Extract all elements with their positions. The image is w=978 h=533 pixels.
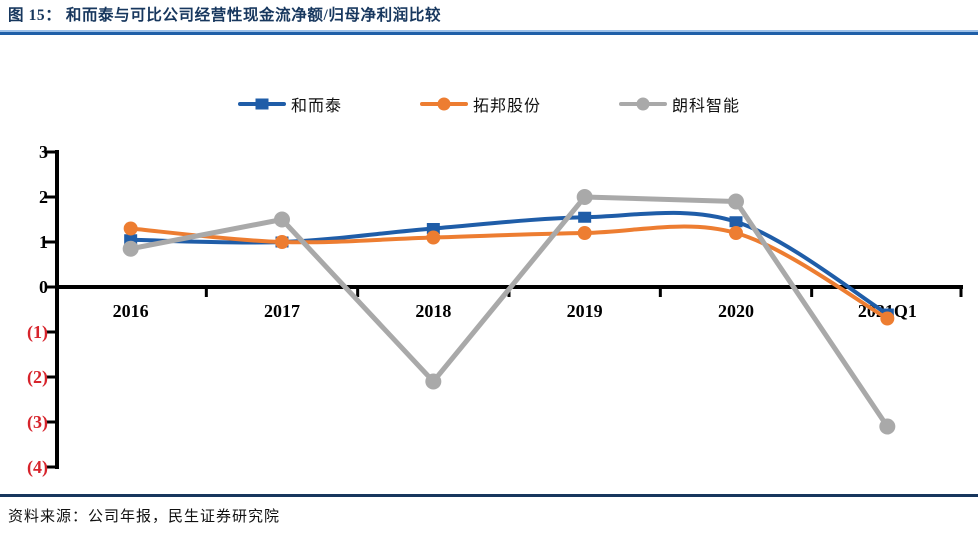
data-point-circle-marker bbox=[275, 235, 289, 249]
legend-item-2: 拓邦股份 bbox=[419, 92, 541, 116]
chart-legend: 和而泰 拓邦股份 朗科智能 bbox=[0, 92, 978, 116]
legend-square-marker-icon bbox=[255, 98, 269, 110]
data-point-circle-marker bbox=[122, 240, 139, 257]
legend-label: 和而泰 bbox=[290, 98, 342, 115]
source-divider bbox=[0, 494, 978, 497]
title-divider-light-line bbox=[0, 30, 978, 32]
data-point-circle-marker bbox=[728, 193, 744, 210]
y-axis-label: (1) bbox=[27, 322, 48, 343]
x-axis-label: 2019 bbox=[567, 301, 603, 321]
data-point-square-marker bbox=[124, 234, 138, 246]
source-note: 资料来源：公司年报，民生证券研究院 bbox=[8, 509, 281, 525]
data-point-circle-marker bbox=[426, 230, 441, 245]
y-axis-label: (4) bbox=[27, 457, 48, 478]
legend-item-1: 和而泰 bbox=[237, 92, 342, 116]
data-point-circle-marker bbox=[576, 189, 593, 205]
y-axis-label: (2) bbox=[27, 367, 48, 388]
data-point-circle-marker bbox=[879, 418, 896, 435]
legend-item-3: 朗科智能 bbox=[619, 92, 740, 116]
y-axis-label: 0 bbox=[39, 277, 48, 297]
x-axis-label: 2020 bbox=[718, 301, 754, 321]
title-divider-dark-line bbox=[0, 32, 978, 35]
data-point-circle-marker bbox=[274, 211, 290, 228]
legend-line-sample bbox=[619, 97, 667, 111]
y-axis-label: 1 bbox=[39, 232, 48, 252]
data-point-circle-marker bbox=[729, 226, 743, 240]
data-point-circle-marker bbox=[880, 311, 895, 326]
x-axis-label: 2017 bbox=[264, 301, 300, 321]
title-divider bbox=[0, 30, 978, 35]
data-point-circle-marker bbox=[577, 226, 592, 240]
legend-label: 朗科智能 bbox=[672, 98, 741, 115]
x-axis-label: 2018 bbox=[415, 301, 451, 321]
y-axis-label: 2 bbox=[39, 187, 48, 207]
legend-line-sample bbox=[237, 98, 286, 110]
line-chart: 3210(1)(2)(3)(4)201620172018201920202021… bbox=[27, 142, 963, 478]
data-point-square-marker bbox=[426, 223, 440, 234]
y-axis-label: 3 bbox=[39, 142, 48, 162]
legend-line-sample bbox=[419, 97, 468, 111]
legend-label: 拓邦股份 bbox=[472, 98, 541, 115]
data-point-circle-marker bbox=[123, 221, 138, 236]
x-axis-label: 2016 bbox=[113, 301, 149, 321]
data-point-square-marker bbox=[578, 211, 592, 223]
series-line-3 bbox=[128, 194, 890, 429]
legend-circle-marker-icon bbox=[437, 97, 451, 111]
data-point-square-marker bbox=[729, 216, 743, 228]
legend-circle-marker-icon bbox=[636, 97, 650, 111]
y-axis-label: (3) bbox=[27, 412, 48, 433]
data-point-circle-marker bbox=[425, 373, 442, 390]
figure-title: 图 15： 和而泰与可比公司经营性现金流净额/归母净利润比较 bbox=[8, 7, 442, 24]
